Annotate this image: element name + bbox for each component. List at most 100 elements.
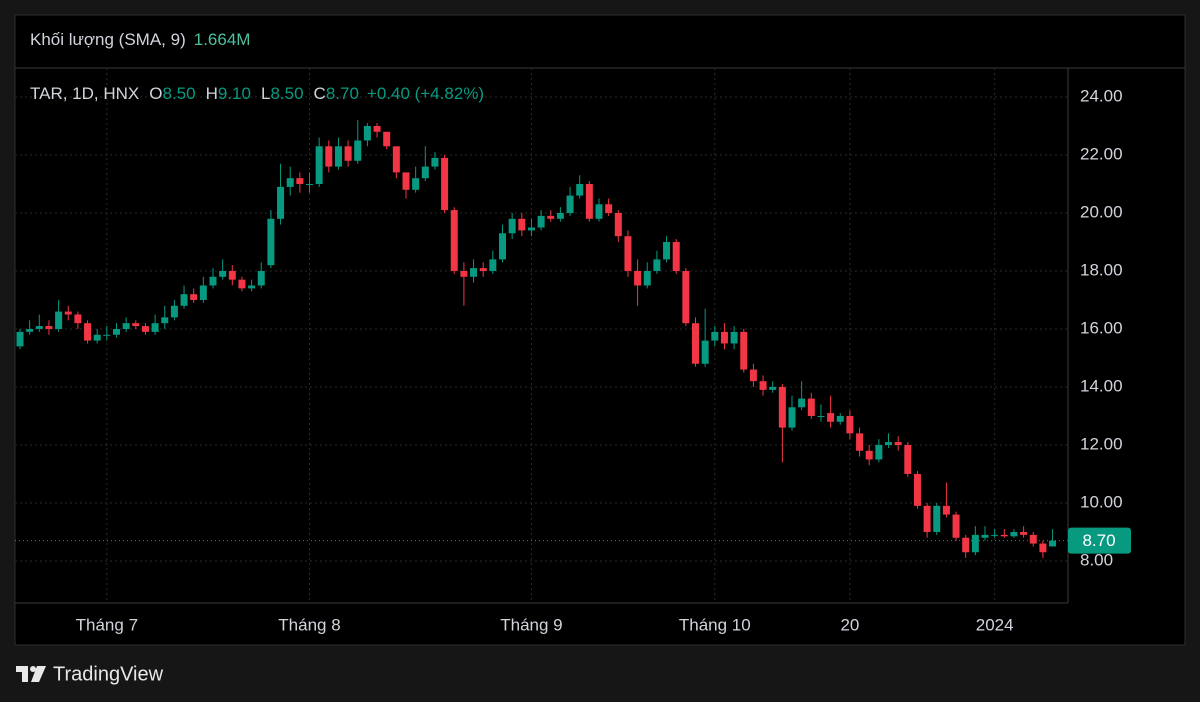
candle-body bbox=[470, 268, 478, 277]
candle-body bbox=[412, 178, 420, 190]
volume-panel: Khối lượng (SMA, 9) 1.664M bbox=[30, 30, 250, 49]
candle-body bbox=[1010, 531, 1018, 537]
low-value: 8.50 bbox=[270, 84, 303, 103]
candle-body bbox=[807, 398, 815, 416]
y-tick-label: 18.00 bbox=[1080, 260, 1123, 279]
candle-body bbox=[257, 270, 265, 286]
candle-body bbox=[479, 268, 487, 271]
candle-body bbox=[576, 183, 584, 196]
candle-body bbox=[190, 294, 198, 300]
candle-body bbox=[730, 331, 738, 344]
candle-body bbox=[556, 212, 564, 219]
high-value: 9.10 bbox=[218, 84, 251, 103]
candle-body bbox=[354, 140, 362, 161]
candle-body bbox=[827, 413, 835, 422]
candle-body bbox=[962, 537, 970, 553]
candle-body bbox=[672, 241, 680, 271]
candle-body bbox=[238, 279, 246, 289]
low-label: L bbox=[261, 84, 270, 103]
candle-body bbox=[499, 233, 506, 260]
candle-body bbox=[614, 212, 622, 237]
candle-body bbox=[55, 311, 63, 329]
candle-body bbox=[441, 157, 449, 211]
candle-body bbox=[566, 195, 574, 213]
candle-body bbox=[431, 157, 439, 167]
change-value: +0.40 (+4.82%) bbox=[367, 84, 484, 103]
candle-body bbox=[923, 505, 931, 532]
candle-body bbox=[981, 534, 989, 538]
x-tick-label: Tháng 9 bbox=[500, 615, 562, 634]
candle-body bbox=[199, 285, 207, 300]
candle-body bbox=[904, 444, 912, 474]
candle-body bbox=[248, 285, 256, 289]
candle-body bbox=[865, 450, 873, 460]
x-tick-label: Tháng 8 bbox=[278, 615, 340, 634]
candles bbox=[16, 120, 1057, 559]
candle-body bbox=[585, 183, 593, 219]
candle-body bbox=[682, 270, 690, 324]
candle-body bbox=[122, 323, 130, 329]
candle-body bbox=[991, 534, 999, 536]
candle-body bbox=[894, 442, 902, 445]
candle-body bbox=[219, 270, 227, 277]
candle-body bbox=[1049, 540, 1057, 547]
candle-body bbox=[16, 331, 24, 347]
candle-body bbox=[518, 218, 526, 231]
candle-body bbox=[84, 323, 92, 341]
candle-body bbox=[595, 204, 603, 219]
y-tick-label: 20.00 bbox=[1080, 202, 1123, 221]
y-tick-label: 12.00 bbox=[1080, 434, 1123, 453]
chart-frame bbox=[14, 14, 1186, 646]
candle-body bbox=[846, 415, 854, 434]
candle-body bbox=[132, 323, 140, 327]
candle-body bbox=[74, 314, 82, 324]
grid bbox=[15, 68, 1068, 603]
candle-body bbox=[643, 270, 651, 286]
candle-body bbox=[363, 125, 371, 141]
candle-body bbox=[740, 331, 748, 370]
candle-body bbox=[624, 236, 632, 271]
candle-body bbox=[64, 311, 72, 315]
candle-body bbox=[151, 323, 159, 332]
candle-body bbox=[769, 386, 777, 390]
candle-body bbox=[161, 317, 169, 324]
candle-body bbox=[296, 178, 304, 184]
candle-body bbox=[402, 172, 410, 190]
candle-body bbox=[537, 215, 545, 228]
candle-body bbox=[875, 444, 883, 460]
y-tick-label: 8.00 bbox=[1080, 550, 1113, 569]
y-tick-label: 16.00 bbox=[1080, 318, 1123, 337]
candle-body bbox=[527, 227, 535, 231]
candle-body bbox=[749, 369, 757, 382]
candle-body bbox=[634, 270, 642, 286]
candle-body bbox=[1020, 531, 1028, 535]
candle-body bbox=[1000, 534, 1008, 537]
candle-body bbox=[26, 328, 34, 332]
candle-body bbox=[856, 433, 864, 451]
logo-dot bbox=[30, 666, 36, 672]
candle-body bbox=[701, 340, 709, 364]
candle-body bbox=[711, 331, 719, 341]
candle-body bbox=[45, 326, 53, 329]
candle-body bbox=[692, 323, 699, 364]
candle-body bbox=[315, 146, 323, 184]
candle-body bbox=[720, 331, 728, 344]
candle-body bbox=[798, 398, 806, 408]
candle-body bbox=[306, 183, 313, 185]
candle-body bbox=[392, 146, 400, 173]
open-value: 8.50 bbox=[163, 84, 196, 103]
candle-body bbox=[547, 215, 555, 219]
candle-body bbox=[663, 241, 671, 260]
high-label: H bbox=[206, 84, 218, 103]
x-tick-label: Tháng 7 bbox=[76, 615, 138, 634]
volume-label: Khối lượng (SMA, 9) bbox=[30, 30, 186, 49]
logo-mark bbox=[16, 666, 28, 682]
candle-body bbox=[460, 270, 468, 277]
y-tick-label: 22.00 bbox=[1080, 144, 1123, 163]
candle-body bbox=[836, 415, 844, 422]
candle-body bbox=[103, 334, 111, 336]
candle-body bbox=[373, 125, 381, 132]
x-tick-label: 20 bbox=[840, 615, 859, 634]
last-price-label: 8.70 bbox=[1082, 531, 1115, 550]
